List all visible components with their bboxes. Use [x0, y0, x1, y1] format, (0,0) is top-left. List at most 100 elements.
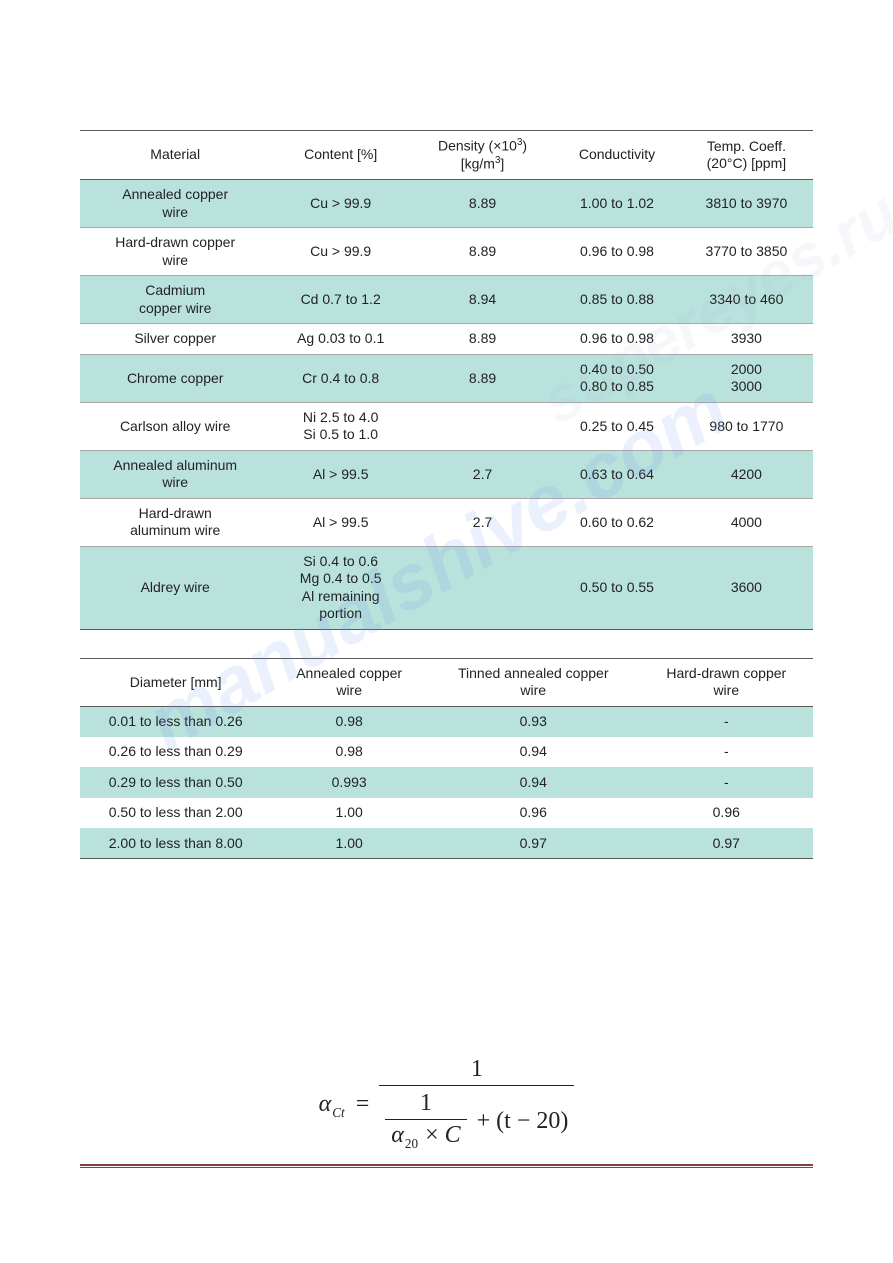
inner-denominator: α20 × C — [385, 1119, 466, 1154]
materials-table-cell: 0.50 to 0.55 — [554, 546, 680, 629]
table-row: Aldrey wireSi 0.4 to 0.6Mg 0.4 to 0.5Al … — [80, 546, 813, 629]
alpha20-subscript: 20 — [404, 1136, 419, 1151]
materials-table-cell: Annealed aluminumwire — [80, 450, 270, 498]
diameter-table-cell: 1.00 — [271, 828, 427, 859]
materials-table-cell: 0.63 to 0.64 — [554, 450, 680, 498]
materials-table-cell: 8.89 — [411, 228, 554, 276]
diameter-table-cell: 0.26 to less than 0.29 — [80, 737, 271, 768]
materials-table-cell: Hard-drawn copperwire — [80, 228, 270, 276]
materials-table-cell: 4200 — [680, 450, 813, 498]
materials-table-cell: Annealed copperwire — [80, 180, 270, 228]
page: manualshive.com supereyes.ru MaterialCon… — [0, 0, 893, 1263]
inner-fraction: 1 α20 × C — [385, 1088, 466, 1154]
materials-table-cell: 0.40 to 0.500.80 to 0.85 — [554, 354, 680, 402]
materials-table-cell: Si 0.4 to 0.6Mg 0.4 to 0.5Al remainingpo… — [270, 546, 411, 629]
denominator-right: + (t − 20) — [473, 1108, 569, 1135]
materials-table-cell: Aldrey wire — [80, 546, 270, 629]
materials-table-cell: 8.89 — [411, 180, 554, 228]
alpha-subscript: Ct — [331, 1105, 345, 1120]
materials-table-cell: Ni 2.5 to 4.0Si 0.5 to 1.0 — [270, 402, 411, 450]
materials-table-cell: 0.96 to 0.98 — [554, 228, 680, 276]
diameter-table-col-0: Diameter [mm] — [80, 658, 271, 706]
materials-table-cell: Hard-drawnaluminum wire — [80, 498, 270, 546]
diameter-table: Diameter [mm]Annealed copperwireTinned a… — [80, 658, 813, 860]
diameter-table-cell: 0.29 to less than 0.50 — [80, 767, 271, 798]
diameter-table-cell: 1.00 — [271, 798, 427, 829]
materials-table-cell: 0.96 to 0.98 — [554, 324, 680, 355]
materials-table-cell: 20003000 — [680, 354, 813, 402]
formula-lhs: αCt — [319, 1091, 352, 1117]
materials-table-cell: Silver copper — [80, 324, 270, 355]
diameter-table-cell: - — [640, 706, 813, 737]
alpha-symbol: α — [319, 1091, 332, 1117]
outer-denominator: 1 α20 × C + (t − 20) — [379, 1085, 574, 1156]
formula: αCt = 1 1 α20 × C + (t − 20) — [319, 1054, 575, 1156]
outer-numerator: 1 — [379, 1054, 574, 1085]
footer-rule — [80, 1164, 813, 1168]
table-row: 0.01 to less than 0.260.980.93- — [80, 706, 813, 737]
materials-table-cell: 1.00 to 1.02 — [554, 180, 680, 228]
table-row: Carlson alloy wireNi 2.5 to 4.0Si 0.5 to… — [80, 402, 813, 450]
diameter-table-cell: 0.94 — [427, 767, 640, 798]
materials-table-col-1: Content [%] — [270, 131, 411, 180]
diameter-table-cell: 0.97 — [640, 828, 813, 859]
materials-table-cell: 3810 to 3970 — [680, 180, 813, 228]
materials-table-cell: Cadmiumcopper wire — [80, 276, 270, 324]
diameter-table-cell: - — [640, 737, 813, 768]
formula-block: αCt = 1 1 α20 × C + (t − 20) — [80, 1054, 813, 1156]
diameter-table-cell: 0.94 — [427, 737, 640, 768]
diameter-table-cell: 0.50 to less than 2.00 — [80, 798, 271, 829]
materials-table-cell: 0.85 to 0.88 — [554, 276, 680, 324]
materials-table-cell: 2.7 — [411, 498, 554, 546]
materials-table-cell: Ag 0.03 to 0.1 — [270, 324, 411, 355]
materials-table: MaterialContent [%]Density (×103)[kg/m3]… — [80, 130, 813, 630]
table-row: Hard-drawn copperwireCu > 99.98.890.96 t… — [80, 228, 813, 276]
materials-table-cell: 3770 to 3850 — [680, 228, 813, 276]
t-minus-20-term: + (t − 20) — [477, 1108, 569, 1134]
materials-table-col-2: Density (×103)[kg/m3] — [411, 131, 554, 180]
materials-table-cell: 8.89 — [411, 354, 554, 402]
materials-table-cell: Carlson alloy wire — [80, 402, 270, 450]
equals-sign: = — [352, 1091, 374, 1117]
table-row: Annealed copperwireCu > 99.98.891.00 to … — [80, 180, 813, 228]
materials-table-cell: 8.94 — [411, 276, 554, 324]
materials-table-cell: 0.60 to 0.62 — [554, 498, 680, 546]
materials-table-cell: Cu > 99.9 — [270, 228, 411, 276]
materials-table-cell: Al > 99.5 — [270, 450, 411, 498]
materials-table-cell: 4000 — [680, 498, 813, 546]
outer-fraction: 1 1 α20 × C + (t − 20) — [379, 1054, 574, 1156]
materials-table-cell: 8.89 — [411, 324, 554, 355]
diameter-table-cell: 0.96 — [640, 798, 813, 829]
materials-table-cell: 3600 — [680, 546, 813, 629]
materials-table-cell: 0.25 to 0.45 — [554, 402, 680, 450]
table-row: Silver copperAg 0.03 to 0.18.890.96 to 0… — [80, 324, 813, 355]
materials-table-cell: Cd 0.7 to 1.2 — [270, 276, 411, 324]
diameter-table-cell: 0.98 — [271, 737, 427, 768]
diameter-table-cell: 0.93 — [427, 706, 640, 737]
diameter-table-col-1: Annealed copperwire — [271, 658, 427, 706]
materials-table-cell: Cr 0.4 to 0.8 — [270, 354, 411, 402]
materials-table-col-0: Material — [80, 131, 270, 180]
materials-table-cell — [411, 546, 554, 629]
table-row: 0.50 to less than 2.001.000.960.96 — [80, 798, 813, 829]
materials-table-col-4: Temp. Coeff.(20°C) [ppm] — [680, 131, 813, 180]
table-row: 2.00 to less than 8.001.000.970.97 — [80, 828, 813, 859]
materials-table-cell: Al > 99.5 — [270, 498, 411, 546]
materials-table-cell — [411, 402, 554, 450]
diameter-table-cell: 2.00 to less than 8.00 — [80, 828, 271, 859]
materials-table-cell: 3340 to 460 — [680, 276, 813, 324]
materials-table-cell: 3930 — [680, 324, 813, 355]
materials-table-col-3: Conductivity — [554, 131, 680, 180]
diameter-table-cell: 0.98 — [271, 706, 427, 737]
materials-table-cell: 2.7 — [411, 450, 554, 498]
diameter-table-cell: 0.97 — [427, 828, 640, 859]
table-row: 0.26 to less than 0.290.980.94- — [80, 737, 813, 768]
diameter-table-cell: 0.01 to less than 0.26 — [80, 706, 271, 737]
materials-table-cell: Cu > 99.9 — [270, 180, 411, 228]
table-row: Cadmiumcopper wireCd 0.7 to 1.28.940.85 … — [80, 276, 813, 324]
table-row: 0.29 to less than 0.500.9930.94- — [80, 767, 813, 798]
c-variable: C — [445, 1122, 461, 1148]
times-symbol: × — [425, 1122, 439, 1148]
diameter-table-col-2: Tinned annealed copperwire — [427, 658, 640, 706]
table-row: Chrome copperCr 0.4 to 0.88.890.40 to 0.… — [80, 354, 813, 402]
